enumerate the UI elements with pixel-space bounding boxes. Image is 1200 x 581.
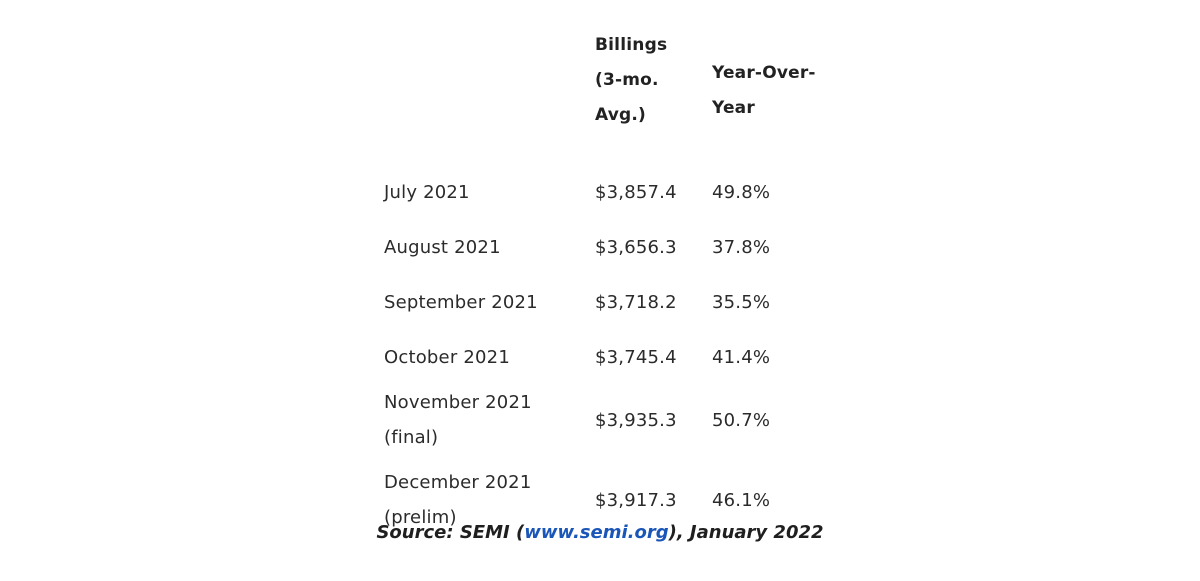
header-yoy: Year-Over-Year [712,62,816,118]
row-yoy: 49.8% [712,182,771,203]
table-row: November 2021 (final) $3,935.3 50.7% [378,385,828,455]
row-yoy: 41.4% [712,347,771,368]
table-row: July 2021 $3,857.4 49.8% [378,165,828,220]
row-billings: $3,857.4 [595,182,677,203]
row-billings: $3,656.3 [595,237,677,258]
row-billings: $3,917.3 [595,489,677,511]
row-month: October 2021 [384,347,510,368]
table-header-row: Billings (3-mo. Avg.) Year-Over-Year [378,28,828,165]
table-row: December 2021 (prelim) $3,917.3 46.1% [378,455,828,545]
table-row: August 2021 $3,656.3 37.8% [378,220,828,275]
row-month: December 2021 (prelim) [384,472,532,528]
row-billings: $3,745.4 [595,347,677,368]
row-billings: $3,935.3 [595,409,677,431]
table-row: October 2021 $3,745.4 41.4% [378,330,828,385]
source-link[interactable]: www.semi.org [524,522,669,543]
source-prefix: Source: SEMI ( [376,522,525,543]
row-month: September 2021 [384,292,538,313]
source-suffix: ), January 2022 [668,522,824,543]
row-month: August 2021 [384,237,501,258]
row-yoy: 50.7% [712,409,771,431]
row-yoy: 37.8% [712,237,771,258]
row-yoy: 35.5% [712,292,771,313]
row-billings: $3,718.2 [595,292,677,313]
table-row: September 2021 $3,718.2 35.5% [378,275,828,330]
source-caption: Source: SEMI (www.semi.org), January 202… [0,522,1200,543]
billings-table: Billings (3-mo. Avg.) Year-Over-Year Jul… [378,28,828,545]
header-month [378,28,589,165]
header-billings: Billings (3-mo. Avg.) [595,35,668,125]
row-yoy: 46.1% [712,489,771,511]
row-month: July 2021 [384,182,470,203]
row-month: November 2021 (final) [384,392,532,448]
